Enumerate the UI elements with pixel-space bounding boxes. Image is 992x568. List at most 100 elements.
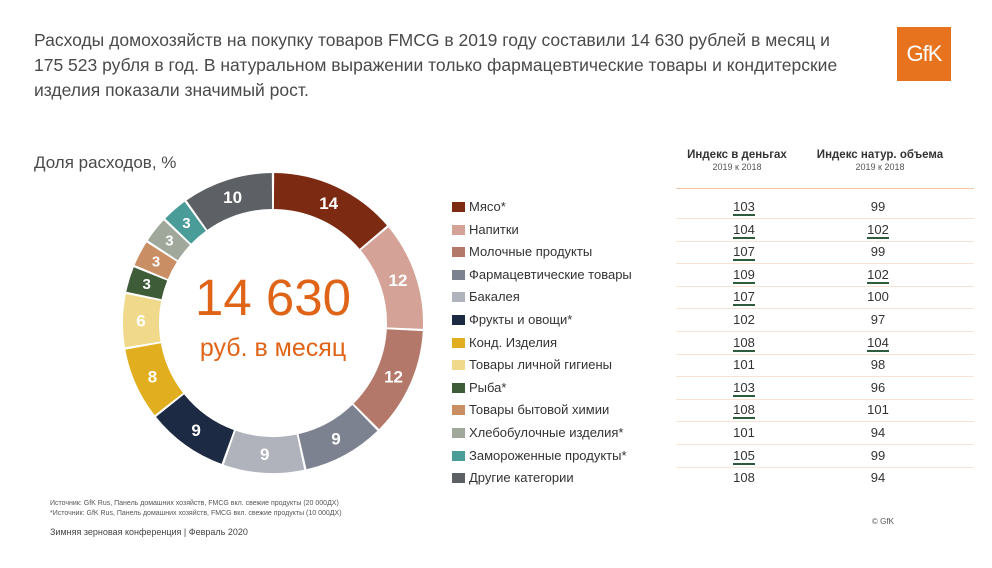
row-divider <box>676 285 974 287</box>
donut-slice <box>125 343 184 416</box>
row-divider <box>676 466 974 468</box>
slice-value-label: 9 <box>331 429 340 448</box>
headline: Расходы домохозяйств на покупку товаров … <box>34 30 838 100</box>
donut-slice <box>360 227 423 329</box>
money-index-value: 107 <box>733 244 755 262</box>
total-value: 14 630 <box>195 269 351 326</box>
slice-value-label: 3 <box>182 215 190 232</box>
slice-value-label: 12 <box>384 367 403 386</box>
slice-value-label: 10 <box>223 188 242 207</box>
slice-value-label: 9 <box>191 421 200 440</box>
row-divider <box>676 398 974 400</box>
money-index-value: 108 <box>733 334 755 352</box>
volume-index-period: 2019 к 2018 <box>855 162 905 172</box>
category-label: Конд. Изделия <box>469 334 558 350</box>
donut-slice <box>126 267 168 300</box>
volume-index-value: 96 <box>870 379 886 395</box>
volume-index-value: 99 <box>870 199 886 214</box>
donut-slice <box>147 220 190 261</box>
volume-index-value: 94 <box>870 425 886 440</box>
volume-index-value: 102 <box>867 221 889 239</box>
money-index-value: 109 <box>733 266 755 284</box>
slice-value-label: 3 <box>143 276 151 293</box>
money-index-value: 101 <box>733 425 755 440</box>
slice-value-label: 9 <box>260 445 269 464</box>
gfk-logo: GfK <box>897 27 951 81</box>
donut-slice <box>223 430 305 473</box>
volume-index-value: 99 <box>870 244 886 260</box>
row-divider <box>676 218 974 219</box>
money-index-value: 102 <box>733 312 755 327</box>
volume-index-value: 102 <box>867 266 889 284</box>
category-label: Фрукты и овощи* <box>469 312 573 327</box>
category-label: Напитки <box>469 221 519 237</box>
money-index-header: Индекс в деньгах 2019 к 2018 <box>674 149 800 172</box>
money-index-value: 108 <box>733 402 755 420</box>
legend-swatch <box>452 382 465 393</box>
share-title: Доля расходов, % <box>34 153 177 172</box>
money-index-value: 108 <box>733 470 755 486</box>
copyright: © GfK <box>872 517 894 526</box>
category-label: Бакалея <box>469 289 520 305</box>
legend-swatch <box>452 405 465 416</box>
category-label: Рыба* <box>469 379 507 395</box>
source-note: Источник: GfK Rus, Панель домашних хозяй… <box>50 500 339 507</box>
legend-swatch <box>452 337 465 348</box>
source-note-asterisk: *Источник: GfK Rus, Панель домашних хозя… <box>50 510 342 517</box>
row-divider <box>676 421 974 423</box>
category-label: Товары бытовой химии <box>469 402 610 418</box>
donut-slice <box>186 173 273 230</box>
legend-swatch <box>452 360 465 371</box>
row-divider <box>676 376 974 378</box>
slice-value-label: 6 <box>136 311 145 330</box>
slice-value-label: 12 <box>389 271 408 290</box>
header-divider <box>676 188 974 189</box>
volume-index-header: Индекс натур. объема 2019 к 2018 <box>800 149 960 172</box>
legend-swatch <box>452 247 465 258</box>
conference-label: Зимняя зерновая конференция | Февраль 20… <box>50 527 248 537</box>
row-divider <box>676 331 974 332</box>
volume-index-value: 99 <box>870 447 886 463</box>
legend-swatch <box>452 473 465 484</box>
legend-swatch <box>452 450 465 461</box>
category-label: Фармацевтические товары <box>469 266 632 282</box>
donut-slice <box>273 173 387 249</box>
volume-index-value: 97 <box>870 312 886 327</box>
money-index-value: 103 <box>733 379 755 397</box>
volume-index-value: 100 <box>867 289 889 305</box>
row-divider <box>676 308 974 310</box>
slice-value-label: 3 <box>152 253 160 270</box>
volume-index-title: Индекс натур. объема <box>816 149 944 161</box>
legend-swatch <box>452 202 465 212</box>
legend-swatch <box>452 428 465 438</box>
row-divider <box>676 263 974 265</box>
money-index-value: 107 <box>733 289 755 307</box>
slice-value-label: 14 <box>319 194 338 213</box>
volume-index-value: 101 <box>867 402 889 418</box>
row-divider <box>676 353 974 355</box>
legend-swatch <box>452 292 465 303</box>
volume-index-value: 98 <box>870 357 886 373</box>
legend-swatch <box>452 224 465 235</box>
legend-swatch <box>452 269 465 280</box>
row-divider <box>676 444 974 445</box>
donut-slice <box>156 394 234 464</box>
money-index-value: 105 <box>733 447 755 465</box>
volume-index-value: 94 <box>870 470 886 486</box>
category-label: Замороженные продукты* <box>469 447 627 463</box>
money-index-value: 104 <box>733 221 755 239</box>
category-label: Другие категории <box>469 470 574 486</box>
volume-index-value: 104 <box>867 334 889 352</box>
donut-slice <box>134 242 177 279</box>
donut-slice <box>165 201 206 244</box>
row-divider <box>676 240 974 242</box>
money-index-title: Индекс в деньгах <box>687 149 787 161</box>
category-label: Молочные продукты <box>469 244 593 260</box>
money-index-value: 101 <box>733 357 755 373</box>
category-label: Хлебобулочные изделия* <box>469 425 624 440</box>
donut-slice <box>353 329 423 430</box>
money-index-value: 103 <box>733 199 755 216</box>
donut-slice <box>298 404 378 470</box>
category-label: Товары личной гигиены <box>469 357 612 373</box>
